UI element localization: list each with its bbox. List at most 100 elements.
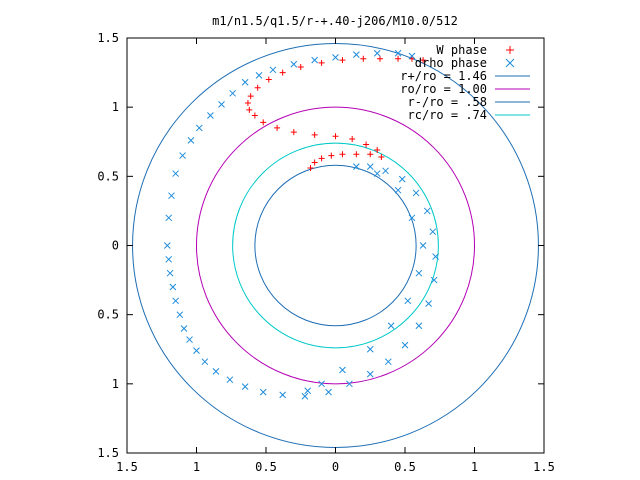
drho-phase-point-38 [384, 358, 392, 366]
w-phase-point-30 [420, 57, 427, 64]
legend-label-4: r-/ro = .58 [408, 95, 487, 109]
y-tick-label-3: 0 [112, 239, 119, 253]
chart-title: m1/n1.5/q1.5/r-+.40-j206/M10.0/512 [212, 14, 458, 28]
x-tick-label-3: 0 [332, 460, 339, 474]
w-phase-point-9 [363, 141, 370, 148]
drho-phase-point-32 [259, 388, 267, 396]
drho-phase-point-20 [165, 255, 173, 263]
w-phase-point-17 [246, 106, 253, 113]
w-phase-point-16 [251, 112, 258, 119]
drho-phase-point-10 [229, 89, 236, 97]
w-phase-point-2 [318, 155, 325, 162]
drho-phase-point-58 [366, 345, 374, 353]
drho-phase-point-40 [415, 322, 423, 330]
w-phase-point-3 [328, 152, 335, 159]
w-phase-point-10 [349, 135, 356, 142]
drho-phase-point-51 [373, 170, 381, 177]
drho-phase-point-26 [186, 336, 193, 343]
w-phase-point-4 [339, 151, 346, 158]
w-phase-point-14 [274, 124, 281, 131]
w-phase-point-25 [339, 57, 346, 64]
drho-phase-point-17 [168, 192, 175, 200]
y-tick-label-4: 0.5 [97, 169, 119, 183]
w-phase-point-8 [374, 147, 381, 154]
drho-phase-point-9 [241, 78, 249, 86]
y-tick-label-6: 1.5 [97, 31, 119, 45]
drho-phase-point-25 [180, 325, 188, 332]
drho-phase-point-28 [201, 358, 209, 366]
drho-phase-point-21 [166, 269, 174, 277]
drho-phase-point-53 [408, 214, 416, 222]
legend-label-5: rc/ro = .74 [408, 108, 487, 122]
drho-phase-point-15 [179, 152, 186, 159]
drho-phase-point-23 [172, 297, 180, 305]
w-phase-point-22 [279, 69, 286, 76]
drho-phase-point-22 [169, 283, 177, 291]
drho-phase-point-54 [419, 242, 427, 249]
w-phase-point-27 [376, 55, 383, 62]
w-phase-point-19 [247, 93, 254, 100]
drho-phase-point-56 [404, 297, 412, 305]
drho-phase-point-31 [241, 383, 249, 390]
w-phase-point-5 [353, 151, 360, 158]
w-phase-point-11 [332, 133, 339, 140]
w-phase-point-20 [254, 84, 261, 91]
circle-3 [232, 142, 439, 349]
data-series [163, 49, 439, 400]
drho-phase-point-6 [290, 60, 298, 68]
legend-label-1: drho phase [415, 56, 487, 70]
drho-phase-point-35 [325, 388, 332, 396]
w-phase-point-28 [395, 55, 402, 62]
drho-phase-point-24 [176, 311, 184, 319]
drho-phase-point-34 [301, 392, 309, 400]
drho-phase-point-49 [366, 163, 374, 171]
y-tick-label-2: 0.5 [97, 308, 119, 322]
drho-phase-point-43 [432, 253, 439, 260]
w-phase-point-21 [265, 76, 272, 83]
x-tick-label-5: 1 [471, 460, 478, 474]
drho-phase-point-42 [430, 276, 438, 284]
w-phase-point-13 [290, 129, 297, 136]
drho-phase-point-33 [279, 391, 287, 399]
drho-phase-point-11 [218, 101, 225, 108]
w-phase-point-18 [244, 100, 251, 107]
drho-phase-point-55 [415, 269, 423, 277]
drho-phase-point-0 [408, 52, 416, 60]
drho-phase-point-2 [373, 49, 381, 57]
x-tick-label-2: 0.5 [255, 460, 277, 474]
legend-label-2: r+/ro = 1.46 [400, 69, 487, 83]
drho-phase-point-50 [352, 163, 360, 171]
circle-1 [196, 106, 475, 385]
legend-label-3: ro/ro = 1.00 [400, 82, 487, 96]
drho-phase-point-18 [165, 214, 173, 222]
x-tick-label-6: 1.5 [533, 460, 555, 474]
drho-phase-point-30 [226, 376, 234, 384]
w-phase-point-6 [367, 151, 374, 158]
drho-phase-point-44 [429, 228, 437, 236]
drho-phase-point-47 [398, 175, 406, 183]
drho-phase-point-61 [304, 387, 312, 395]
drho-phase-point-8 [255, 71, 263, 79]
drho-phase-point-7 [269, 66, 277, 74]
drho-phase-point-48 [382, 167, 389, 175]
w-phase-point-24 [318, 59, 325, 66]
w-phase-point-12 [311, 131, 318, 138]
w-phase-point-15 [260, 119, 267, 126]
drho-phase-point-46 [412, 189, 420, 197]
x-tick-label-4: 0.5 [394, 460, 416, 474]
drho-phase-point-1 [394, 49, 402, 57]
drho-phase-point-5 [311, 56, 319, 64]
drho-phase-point-14 [187, 137, 195, 144]
drho-phase-point-19 [163, 242, 171, 249]
drho-phase-point-52 [394, 186, 402, 194]
circle-2 [254, 164, 417, 327]
drho-phase-point-39 [401, 341, 409, 349]
w-phase-point-1 [311, 159, 318, 166]
drho-phase-point-4 [332, 54, 339, 61]
drho-phase-point-27 [193, 347, 200, 354]
w-phase-point-23 [297, 64, 304, 71]
w-phase-point-29 [408, 55, 415, 62]
drho-phase-point-16 [172, 170, 180, 177]
drho-phase-point-36 [346, 380, 353, 388]
